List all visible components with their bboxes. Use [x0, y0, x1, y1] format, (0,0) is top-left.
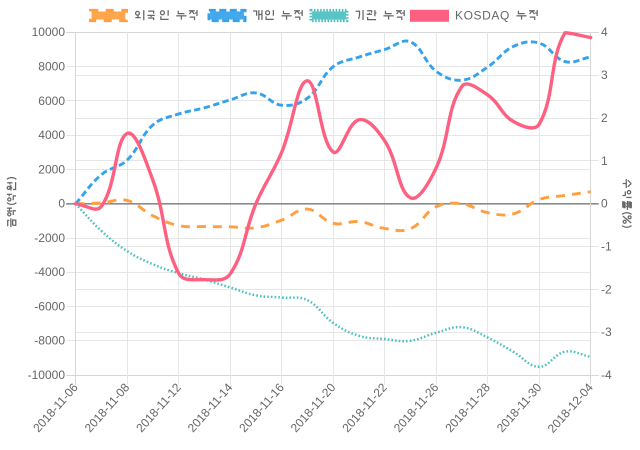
svg-text:2000: 2000: [38, 162, 65, 176]
svg-text:-2: -2: [601, 282, 612, 296]
svg-text:1: 1: [601, 154, 608, 168]
svg-text:-6000: -6000: [34, 299, 65, 313]
svg-text:-10000: -10000: [28, 368, 66, 382]
svg-text:4000: 4000: [38, 128, 65, 142]
svg-text:3: 3: [601, 68, 608, 82]
svg-text:KOSDAQ: KOSDAQ: [455, 9, 510, 23]
svg-text:-2000: -2000: [34, 231, 65, 245]
svg-text:0: 0: [58, 197, 65, 211]
svg-text:0: 0: [601, 197, 608, 211]
svg-text:6000: 6000: [38, 94, 65, 108]
svg-text:2: 2: [601, 111, 608, 125]
svg-text:-8000: -8000: [34, 334, 65, 348]
svg-text:-4: -4: [601, 368, 612, 382]
svg-text:-3: -3: [601, 325, 612, 339]
svg-text:-4000: -4000: [34, 265, 65, 279]
svg-text:4: 4: [601, 25, 608, 39]
svg-text:10000: 10000: [32, 25, 66, 39]
svg-text:8000: 8000: [38, 59, 65, 73]
svg-text:-1: -1: [601, 239, 612, 253]
